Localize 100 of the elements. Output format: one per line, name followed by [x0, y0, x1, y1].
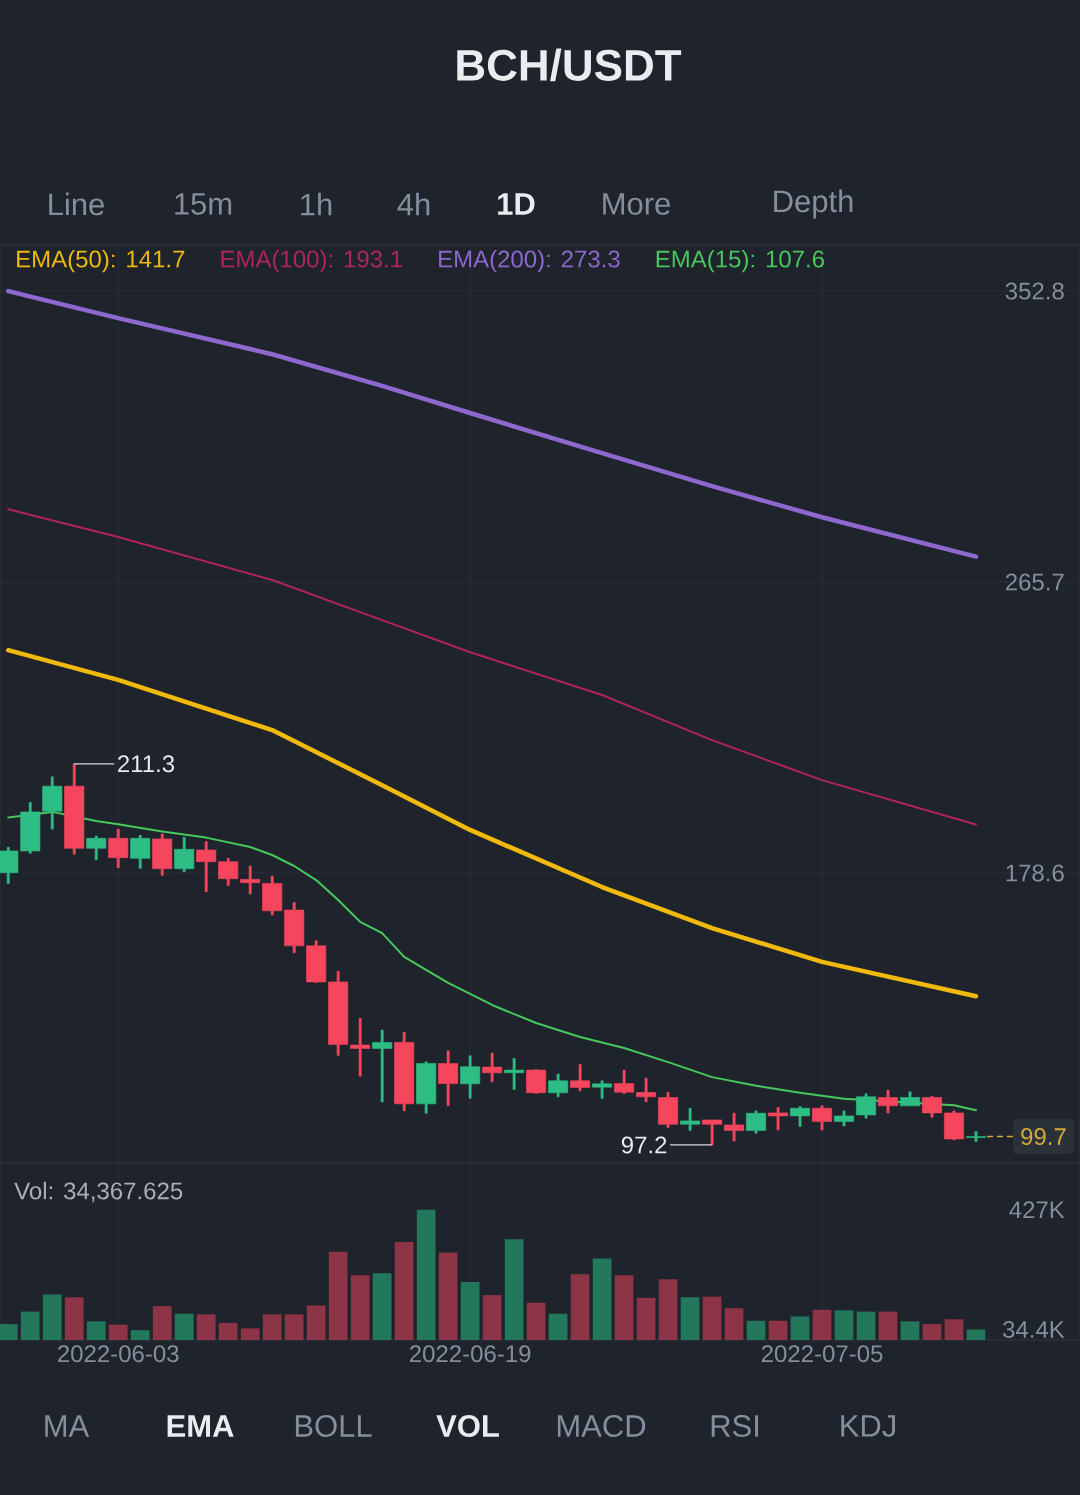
candlestick	[86, 835, 107, 861]
text: RSI	[711, 1415, 758, 1437]
bar	[262, 1314, 282, 1340]
x-tick-label: 2022-06-03	[58, 1345, 179, 1363]
bar	[218, 1322, 238, 1340]
text: EMA	[167, 1415, 234, 1437]
bar	[372, 1273, 392, 1340]
chart-title: BCH/USDT	[457, 48, 682, 82]
bar	[152, 1306, 172, 1340]
ref-line-label: 99.7	[1021, 1128, 1066, 1146]
text: KDJ	[841, 1415, 895, 1437]
candlestick	[702, 1119, 723, 1146]
y-tick-label: 34.4K	[1003, 1321, 1065, 1338]
line-series	[7, 810, 977, 1112]
candlestick	[900, 1091, 920, 1107]
text: EMA(15): 107.6	[656, 249, 824, 273]
text: Line	[49, 192, 104, 216]
bar	[130, 1330, 150, 1340]
text: EMA(100): 193.1	[221, 249, 402, 273]
text: EMA(50): 141.7	[17, 249, 185, 273]
bar	[174, 1313, 194, 1340]
bar	[570, 1274, 590, 1340]
candlestick	[174, 836, 195, 872]
bar	[240, 1328, 260, 1340]
bar	[746, 1320, 766, 1340]
candlestick	[482, 1052, 503, 1083]
candlestick	[394, 1032, 415, 1112]
line-series	[6, 288, 979, 559]
text: More	[603, 193, 670, 215]
bar	[658, 1279, 678, 1340]
candlestick	[768, 1107, 789, 1131]
candlestick	[724, 1112, 745, 1142]
candlestick	[548, 1073, 569, 1098]
text: EMA(200): 273.3	[439, 249, 620, 273]
bar	[416, 1209, 436, 1340]
bar	[592, 1258, 612, 1340]
bar	[790, 1316, 810, 1340]
text: Vol: 34,367.625	[14, 1181, 183, 1203]
candlestick	[570, 1064, 591, 1092]
text: 4h	[397, 192, 430, 216]
bar	[284, 1314, 304, 1340]
bar	[20, 1311, 40, 1340]
text: 1D	[498, 193, 535, 215]
line-series	[6, 647, 979, 999]
bar	[900, 1321, 920, 1340]
bar	[878, 1311, 898, 1340]
candlestick	[108, 828, 129, 868]
bar	[0, 1324, 18, 1340]
bar	[394, 1242, 414, 1340]
annotation: 97.2	[621, 1136, 667, 1154]
candlestick	[856, 1093, 876, 1119]
candlestick	[812, 1105, 833, 1131]
x-tick-label: 2022-06-19	[409, 1345, 531, 1363]
candlestick	[878, 1089, 898, 1114]
bar	[438, 1252, 458, 1340]
candlestick	[944, 1110, 964, 1141]
bar	[64, 1297, 84, 1340]
y-tick-label: 178.6	[1006, 864, 1064, 882]
annotation: 211.3	[118, 755, 175, 773]
candlestick	[922, 1095, 942, 1118]
bar	[306, 1305, 326, 1340]
bar	[108, 1324, 128, 1340]
candlestick	[64, 763, 85, 855]
bar	[966, 1329, 986, 1340]
candlestick	[614, 1069, 635, 1094]
bar	[328, 1251, 348, 1340]
bar	[724, 1308, 744, 1340]
candlestick	[460, 1055, 481, 1099]
candlestick	[416, 1061, 437, 1114]
candlestick	[526, 1069, 547, 1094]
bar	[350, 1275, 370, 1340]
y-tick-label: 427K	[1009, 1201, 1065, 1219]
candlestick	[130, 834, 151, 869]
bar	[86, 1321, 106, 1340]
candlestick	[790, 1106, 811, 1127]
line-series	[7, 508, 977, 826]
text: 1h	[301, 192, 332, 216]
candlestick	[966, 1131, 986, 1142]
bar	[504, 1239, 524, 1340]
x-tick-label: 2022-07-05	[761, 1345, 883, 1363]
bar	[856, 1311, 876, 1340]
candlestick	[306, 940, 327, 983]
candlestick	[592, 1080, 613, 1099]
candlestick	[372, 1029, 393, 1103]
candlestick	[658, 1092, 679, 1128]
candlestick	[746, 1110, 767, 1134]
text: VOL	[436, 1415, 499, 1437]
y-tick-label: 352.8	[1005, 282, 1064, 300]
bar	[944, 1319, 964, 1340]
bar	[42, 1294, 62, 1340]
bar	[526, 1302, 546, 1340]
text: 15m	[175, 193, 232, 215]
candlestick	[240, 865, 261, 895]
bar	[922, 1324, 942, 1340]
bar	[834, 1310, 854, 1340]
bar	[680, 1297, 700, 1340]
candlestick	[834, 1110, 855, 1127]
text: Depth	[774, 189, 853, 219]
bar	[460, 1282, 480, 1340]
candlestick	[350, 1018, 371, 1077]
